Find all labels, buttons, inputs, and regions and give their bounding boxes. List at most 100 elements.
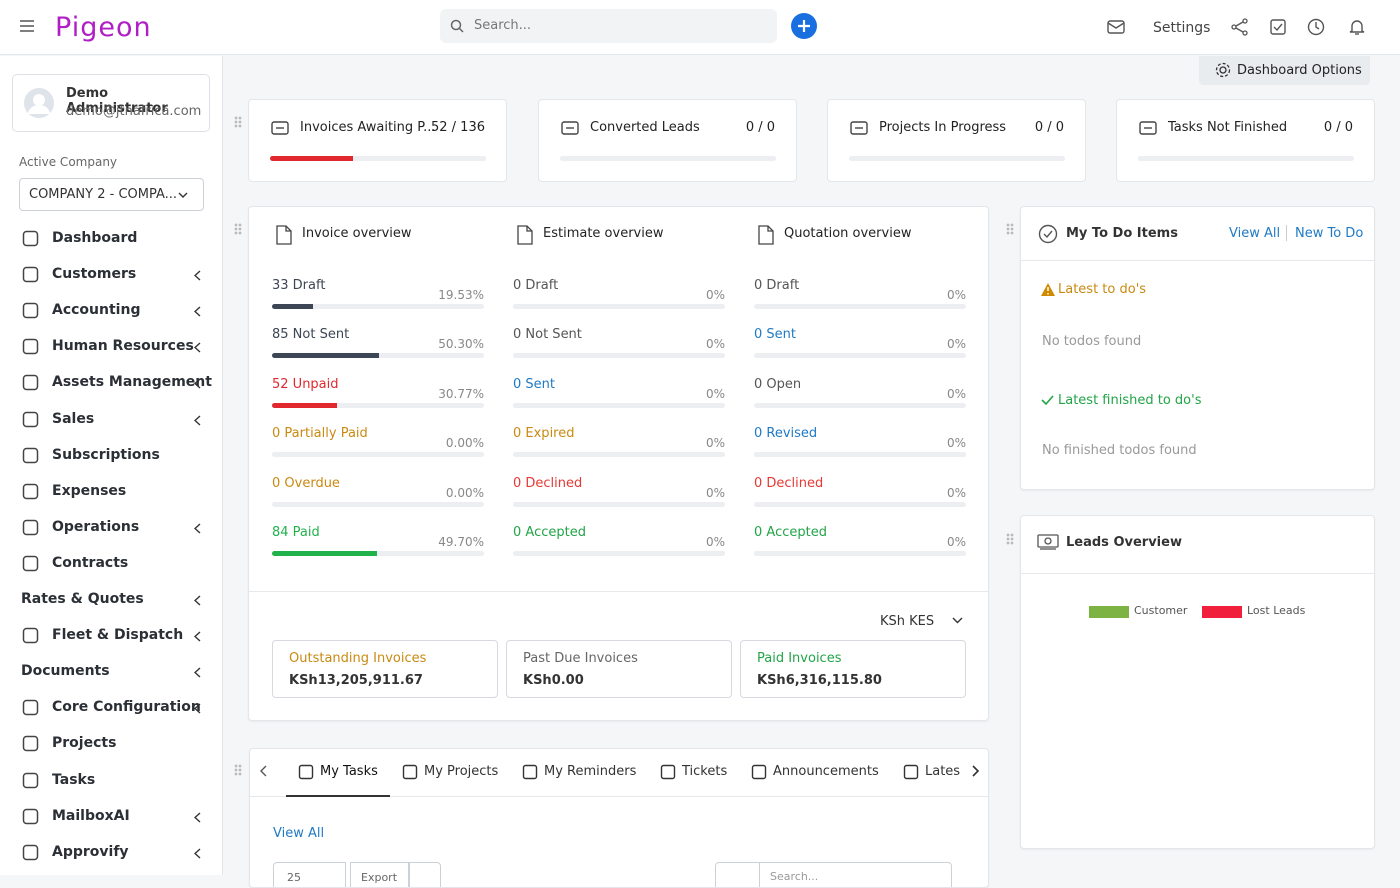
nav-item[interactable]: Projects [0,728,222,758]
status-percent: 50.30% [438,337,484,352]
nav-icon [22,266,39,287]
status-bar [754,304,966,309]
nav-item[interactable]: Sales [0,404,222,434]
nav-item[interactable]: Contracts [0,548,222,578]
new-todo-link[interactable]: New To Do [1295,226,1364,241]
view-all-link[interactable]: View All [1229,226,1281,241]
tasks-view-all[interactable]: View All [273,826,325,841]
legend-label: Customer [1134,604,1188,617]
tab[interactable]: Announcements [739,749,891,797]
warning-icon [1041,283,1055,296]
nav-chevron [193,269,201,285]
total-label: Past Due Invoices [523,651,638,666]
user-card[interactable]: Demo Administrator demo@jtnafrica.com [12,74,210,132]
tab-icon [402,764,418,784]
no-todos: No todos found [1042,334,1142,349]
nav-icon [22,230,39,251]
tab[interactable]: My Tasks [286,749,390,797]
tab[interactable]: My Reminders [510,749,648,797]
nav-chevron [193,305,201,321]
nav-item[interactable]: Assets Management [0,367,222,397]
status-label: 0 Accepted [754,525,827,540]
status-label: 85 Not Sent [272,327,350,343]
nav-item[interactable]: Expenses [0,476,222,506]
company-value: COMPANY 2 - COMPA... [29,187,178,202]
nav-icon [22,735,39,756]
nav-item[interactable]: Operations [0,512,222,542]
dashboard-options[interactable]: Dashboard Options [1199,56,1370,85]
nav-icon [22,302,39,323]
dashboard-options-label: Dashboard Options [1237,63,1362,78]
table-search[interactable]: Search... [715,862,952,887]
nav-item[interactable]: Rates & Quotes [0,584,222,614]
tasks-icon[interactable] [1270,19,1286,35]
drag-handle[interactable] [234,116,242,128]
status-percent: 0% [705,535,725,549]
settings-link[interactable]: Settings [1153,20,1211,36]
share-icon[interactable] [1231,18,1249,36]
drag-handle[interactable] [1006,533,1014,545]
status-bar [754,402,966,408]
nav-item[interactable]: Tasks [0,765,222,795]
tab-prev[interactable] [260,765,268,777]
nav-label: Human Resources [52,338,194,355]
status-bar [754,501,966,507]
status-bar [754,353,966,359]
tab[interactable]: Tickets [648,749,739,797]
search-box[interactable]: Search... [440,9,777,43]
menu-icon[interactable] [20,20,34,32]
mail-icon[interactable] [1107,20,1125,34]
currency-select[interactable]: KSh KES [880,614,935,629]
tab[interactable]: Lates [891,749,972,797]
currency-caret[interactable] [952,617,963,624]
tab-next[interactable] [972,765,980,777]
nav-item[interactable]: Approvify [0,837,222,867]
tab-label: Announcements [773,764,879,779]
nav-item[interactable]: Customers [0,259,222,289]
stat-icon [1139,120,1157,140]
status-progress [272,353,379,359]
nav-icon [22,808,39,829]
status-bar [272,452,484,458]
nav-item[interactable]: Dashboard [0,223,222,253]
stat-label: Invoices Awaiting P... [300,120,436,135]
add-button[interactable] [790,12,818,40]
drag-handle[interactable] [234,223,242,235]
nav-label: Sales [52,410,95,427]
nav-item[interactable]: Accounting [0,295,222,325]
drag-handle[interactable] [1006,223,1014,235]
status-label: 0 Declined [754,475,824,491]
nav-item[interactable]: Fleet & Dispatch [0,620,222,650]
status-percent: 0% [946,436,966,451]
nav-item[interactable]: Documents [0,656,222,686]
company-select[interactable]: COMPANY 2 - COMPA... [19,178,204,211]
nav-label: Operations [52,518,140,535]
nav-item[interactable]: MailboxAI [0,801,222,831]
status-percent: 49.70% [438,535,484,549]
nav-item[interactable]: Subscriptions [0,440,222,470]
tab-label: My Reminders [544,764,637,779]
divider [1021,260,1374,261]
reload-button[interactable] [409,862,441,887]
bell-icon[interactable] [1349,18,1365,36]
nav-label: Fleet & Dispatch [52,627,184,644]
nav-item[interactable]: Human Resources [0,331,222,361]
no-finished: No finished todos found [1042,443,1197,458]
total-amount: KSh6,316,115.80 [757,673,882,688]
divider [249,591,988,592]
status-label: 0 Draft [754,278,800,293]
page-size[interactable]: 25 [273,862,346,887]
nav-item[interactable]: Core Configuration [0,692,222,722]
export-button[interactable]: Export [350,862,409,887]
nav-icon [22,483,39,504]
latest-todos: Latest to do's [1058,282,1147,297]
drag-handle[interactable] [234,764,242,776]
tab-label: Tickets [682,764,728,779]
status-label: 0 Expired [513,426,575,442]
clock-icon[interactable] [1307,18,1325,36]
tab[interactable]: My Projects [390,749,510,797]
status-percent: 0% [946,386,966,401]
status-percent: 0% [705,288,725,302]
company-label: Active Company [19,155,118,169]
user-email: demo@jtnafrica.com [66,104,202,119]
